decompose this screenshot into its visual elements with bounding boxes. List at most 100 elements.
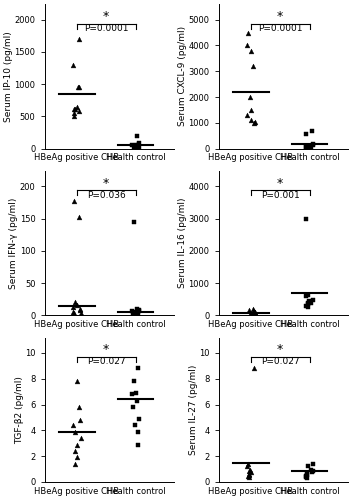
Point	[244, 462, 250, 470]
Point	[70, 303, 76, 311]
Point	[74, 454, 80, 462]
Point	[71, 112, 76, 120]
Text: *: *	[103, 343, 109, 356]
Point	[305, 144, 311, 152]
Point	[129, 141, 134, 149]
Point	[135, 440, 141, 448]
Point	[72, 460, 77, 468]
Point	[246, 470, 252, 478]
Point	[71, 310, 77, 318]
Point	[245, 28, 251, 36]
Text: P=0.0001: P=0.0001	[258, 24, 302, 33]
Y-axis label: Serum IFN-γ (pg/ml): Serum IFN-γ (pg/ml)	[10, 198, 18, 289]
Point	[310, 296, 315, 304]
Point	[251, 119, 257, 127]
Point	[76, 214, 82, 222]
Point	[251, 307, 256, 315]
Point	[133, 308, 139, 316]
Point	[137, 139, 142, 147]
Point	[131, 403, 136, 411]
Point	[133, 142, 139, 150]
Point	[304, 130, 309, 138]
Point	[134, 142, 139, 150]
Point	[303, 473, 309, 481]
Point	[309, 468, 315, 476]
Point	[250, 305, 256, 313]
Point	[303, 302, 308, 310]
Point	[308, 298, 314, 306]
Point	[137, 415, 142, 423]
Point	[304, 474, 310, 482]
Point	[135, 310, 141, 318]
Text: *: *	[277, 343, 283, 356]
Point	[135, 142, 140, 150]
Point	[248, 116, 253, 124]
Point	[251, 364, 257, 372]
Point	[129, 390, 134, 398]
Point	[136, 142, 141, 150]
Point	[76, 35, 82, 43]
Point	[246, 471, 252, 479]
Point	[244, 111, 250, 119]
Point	[133, 389, 139, 397]
Point	[76, 106, 82, 114]
Point	[250, 310, 256, 318]
Point	[306, 304, 311, 312]
Text: P=0.001: P=0.001	[261, 191, 300, 200]
Point	[306, 297, 312, 305]
Point	[71, 196, 77, 204]
Point	[310, 141, 315, 149]
Text: *: *	[103, 176, 109, 190]
Point	[71, 108, 77, 116]
Point	[252, 309, 258, 317]
Point	[246, 473, 252, 481]
Point	[78, 308, 83, 316]
Point	[136, 307, 142, 315]
Point	[246, 467, 252, 475]
Point	[310, 467, 315, 475]
Point	[130, 310, 136, 318]
Point	[131, 218, 137, 226]
Point	[305, 290, 311, 298]
Point	[248, 46, 253, 54]
Point	[74, 378, 80, 386]
Point	[248, 468, 254, 476]
Point	[305, 300, 310, 308]
Point	[135, 428, 140, 436]
Point	[303, 472, 309, 480]
Point	[247, 466, 252, 473]
Point	[303, 143, 308, 151]
Point	[304, 471, 310, 479]
Point	[133, 308, 139, 316]
Point	[134, 396, 140, 404]
Point	[252, 118, 257, 126]
Y-axis label: TGF-β2 (pg/ml): TGF-β2 (pg/ml)	[15, 376, 24, 444]
Point	[252, 308, 258, 316]
Point	[248, 310, 253, 318]
Text: *: *	[277, 176, 283, 190]
Point	[70, 421, 76, 429]
Point	[310, 460, 316, 468]
Point	[77, 305, 83, 313]
Text: *: *	[277, 10, 283, 23]
Y-axis label: Serum IL-16 (pg/ml): Serum IL-16 (pg/ml)	[178, 198, 187, 288]
Point	[134, 305, 139, 313]
Point	[77, 306, 83, 314]
Point	[74, 440, 80, 448]
Point	[75, 82, 81, 90]
Point	[304, 470, 310, 478]
Point	[245, 460, 251, 468]
Text: P=0.036: P=0.036	[87, 191, 126, 200]
Point	[77, 416, 83, 424]
Point	[244, 42, 250, 50]
Point	[304, 144, 310, 152]
Point	[72, 104, 77, 112]
Point	[131, 142, 137, 150]
Point	[303, 214, 309, 222]
Point	[71, 106, 77, 114]
Point	[248, 106, 253, 114]
Point	[310, 140, 316, 148]
Y-axis label: Serum IP-10 (pg/ml): Serum IP-10 (pg/ml)	[4, 31, 13, 122]
Point	[73, 428, 78, 436]
Point	[132, 421, 137, 429]
